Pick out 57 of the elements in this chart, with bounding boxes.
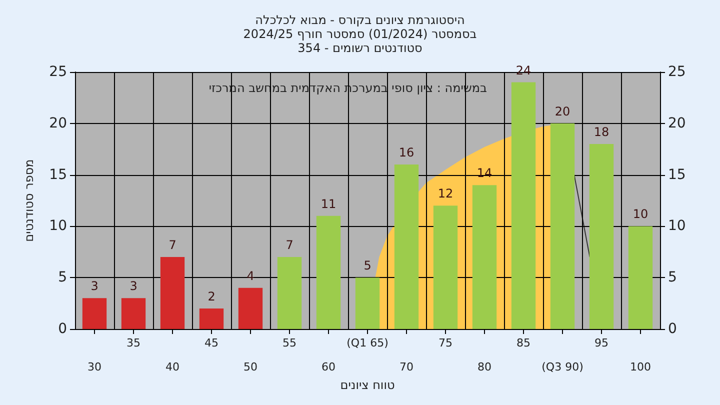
- x-tick-label: 35: [126, 336, 140, 350]
- x-tick-label: 55: [282, 336, 296, 350]
- y2-tick-label: 25: [668, 64, 686, 80]
- y-tick-label: 10: [49, 218, 67, 234]
- bar: [316, 216, 341, 329]
- data-label: 3: [130, 279, 138, 294]
- bar: [550, 123, 575, 329]
- x-tick-label: 85: [516, 336, 530, 350]
- data-label: 18: [594, 124, 610, 139]
- data-label: 5: [364, 258, 372, 273]
- x-tick-label: 30: [88, 360, 102, 374]
- x-tick-label: 40: [166, 360, 180, 374]
- y-tick-label: 15: [49, 166, 67, 183]
- bar: [160, 257, 185, 329]
- x-axis-title: טווח ציונים: [340, 378, 395, 392]
- x-tick-label: 80: [478, 360, 492, 374]
- data-label: 7: [168, 238, 176, 252]
- bar: [238, 288, 263, 329]
- data-label: 11: [320, 196, 336, 211]
- bar: [394, 164, 419, 329]
- bar: [628, 226, 653, 329]
- bar: [82, 298, 107, 329]
- x-tick-label: 60: [322, 360, 336, 374]
- data-label: 2: [208, 289, 216, 304]
- x-tick-label: 75: [438, 336, 452, 350]
- data-label: 3: [90, 279, 98, 294]
- bar: [472, 185, 497, 329]
- bar: [199, 308, 224, 329]
- x-tick-label: 100: [630, 360, 651, 374]
- x-tick-label: (Q1 65): [346, 336, 388, 350]
- y2-tick-label: 0: [668, 321, 677, 337]
- bar: [121, 298, 146, 329]
- bar: [511, 82, 536, 329]
- y2-tick-label: 5: [668, 270, 677, 286]
- y2-tick-label: 20: [668, 115, 686, 132]
- x-tick-label: 50: [244, 360, 258, 374]
- data-label: 7: [286, 238, 294, 252]
- y-tick-label: 5: [58, 270, 67, 286]
- y2-tick-label: 10: [668, 218, 686, 234]
- x-tick-label: (Q3 90): [542, 360, 584, 374]
- data-label: 10: [632, 207, 648, 222]
- y-axis-title: מספר סטודנטים: [22, 159, 36, 242]
- bar: [277, 257, 302, 329]
- x-tick-label: 70: [400, 360, 414, 374]
- y-tick-label: 0: [58, 321, 67, 337]
- y-tick-label: 25: [49, 64, 67, 80]
- bar: [589, 144, 614, 329]
- data-label: 16: [398, 146, 414, 160]
- data-label: 20: [554, 104, 570, 118]
- x-tick-label: 45: [204, 336, 218, 350]
- bar: [355, 278, 380, 329]
- data-label: 12: [438, 186, 454, 201]
- chart-title: היסטוגרמת ציונים בקורס - מבוא לכלכלה בסמסטר (01/2024) סמסטר חורף 2024/25 סטודנטים רשומים - 354: [243, 13, 477, 55]
- bar: [433, 206, 458, 329]
- y2-tick-label: 15: [668, 166, 686, 183]
- x-tick-label: 95: [594, 336, 608, 350]
- y-tick-label: 20: [49, 115, 67, 132]
